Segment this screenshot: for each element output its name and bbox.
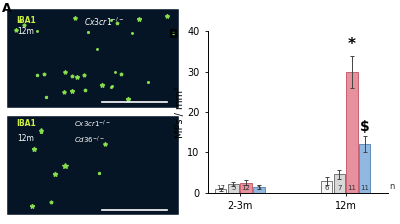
Bar	[253, 187, 264, 193]
Text: n: n	[390, 182, 395, 191]
Bar	[334, 174, 345, 193]
Text: 11: 11	[348, 185, 356, 191]
Y-axis label: MPs / mm²: MPs / mm²	[174, 86, 184, 138]
Bar	[240, 183, 252, 193]
Text: B: B	[168, 28, 178, 41]
FancyBboxPatch shape	[8, 9, 179, 108]
Text: $Cx3cr1^{-/-}$: $Cx3cr1^{-/-}$	[74, 119, 112, 130]
Text: 7: 7	[337, 185, 342, 191]
FancyBboxPatch shape	[8, 116, 179, 215]
Text: IBA1: IBA1	[17, 119, 36, 128]
Bar	[346, 72, 358, 193]
Bar	[215, 190, 226, 193]
Text: $Cx3cr1^{-/-}$: $Cx3cr1^{-/-}$	[84, 16, 124, 28]
Text: 11: 11	[360, 185, 369, 191]
Bar	[321, 181, 332, 193]
Text: 12m: 12m	[17, 134, 34, 143]
Text: *: *	[348, 37, 356, 52]
Bar	[359, 144, 370, 193]
Bar	[228, 184, 239, 193]
Text: $Cd36^{-/-}$: $Cd36^{-/-}$	[74, 134, 105, 146]
Text: $: $	[360, 120, 370, 134]
Text: 6: 6	[324, 185, 329, 191]
Text: 17: 17	[216, 185, 225, 191]
Text: 12: 12	[242, 185, 250, 191]
Text: IBA1: IBA1	[17, 16, 36, 25]
Text: 12m: 12m	[17, 27, 34, 36]
Text: 5: 5	[231, 185, 236, 191]
Text: 5: 5	[257, 185, 261, 191]
Text: A: A	[2, 2, 12, 15]
